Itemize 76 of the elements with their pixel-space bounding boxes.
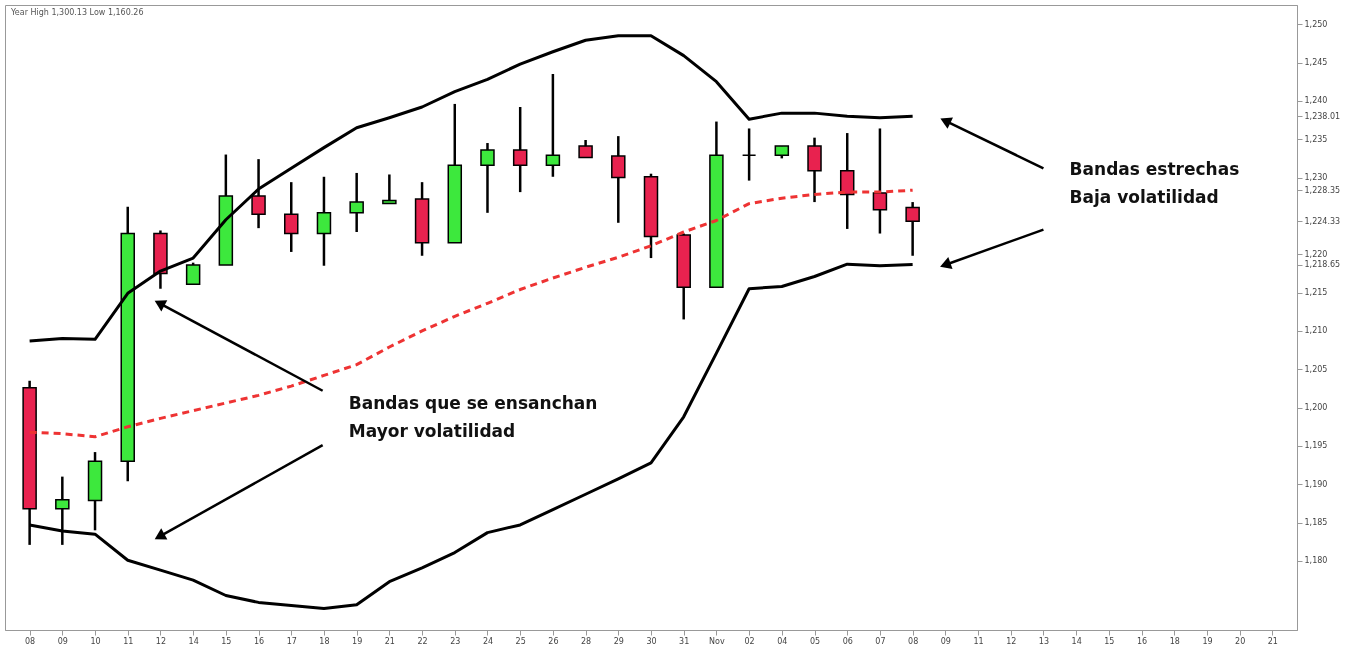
x-tick-label: 14	[1071, 636, 1082, 646]
x-tick-label: 21	[384, 636, 395, 646]
x-tick-label: 17	[286, 636, 297, 646]
x-tick-label: 28	[581, 636, 592, 646]
y-tick-label: 1,245	[1304, 58, 1328, 68]
y-tick-label: 1,235	[1304, 134, 1328, 144]
x-tick-label: 08	[908, 636, 919, 646]
candlestick	[512, 105, 528, 194]
x-tick-label: 12	[1006, 636, 1017, 646]
y-tick-label: 1,210	[1304, 326, 1328, 336]
y-tick-label: 1,230	[1304, 173, 1328, 183]
y-tick-label: 1,200	[1304, 403, 1328, 413]
x-tick-label: 07	[875, 636, 886, 646]
candlestick	[905, 200, 920, 258]
x-tick-label: 09	[940, 636, 951, 646]
line-series	[28, 188, 915, 439]
x-tick-label: 30	[646, 636, 657, 646]
x-tick-label: 09	[57, 636, 68, 646]
candlestick	[55, 475, 70, 547]
x-tick-label: 06	[842, 636, 853, 646]
x-tick-label: 14	[188, 636, 199, 646]
x-tick-label: 18	[1169, 636, 1180, 646]
x-tick-label: 16	[253, 636, 265, 646]
x-tick-label: 11	[973, 636, 984, 646]
candlestick	[349, 171, 364, 234]
x-tick-label: 15	[1104, 636, 1115, 646]
x-tick-label: 19	[352, 636, 363, 646]
y-tick-label: 1,220	[1304, 249, 1328, 259]
candlestick	[545, 72, 561, 179]
x-tick-label: 31	[679, 636, 690, 646]
candlestick	[611, 134, 626, 225]
candlestick	[284, 180, 299, 254]
y-tick-label: 1,240	[1304, 96, 1328, 106]
candlestick	[185, 261, 201, 286]
candlestick	[251, 157, 266, 230]
annotation: Bandas estrechas Baja volatilidad	[1069, 159, 1240, 208]
candlestick	[382, 173, 397, 205]
x-tick-label: 26	[548, 636, 559, 646]
y-tick-label: 1,180	[1304, 556, 1328, 566]
x-tick-label: 11	[123, 636, 134, 646]
y-tick-label: 1,218.65	[1304, 260, 1341, 270]
x-tick-label: 21	[1267, 636, 1278, 646]
y-tick-label: 1,185	[1304, 518, 1328, 528]
candlestick	[316, 175, 332, 267]
x-tick-label: 22	[417, 636, 428, 646]
x-tick-label: 20	[1235, 636, 1246, 646]
x-tick-label: 08	[25, 636, 36, 646]
x-tick-label: 23	[450, 636, 461, 646]
candlestick	[480, 141, 495, 215]
y-tick-label: 1,224.33	[1304, 216, 1341, 226]
x-tick-label: 10	[90, 636, 101, 646]
x-tick-label: 05	[809, 636, 821, 646]
y-tick-label: 1,238.01	[1304, 111, 1341, 121]
x-tick-label: 29	[613, 636, 624, 646]
y-tick-label: 1,195	[1304, 441, 1328, 451]
y-tick-label: 1,215	[1304, 288, 1328, 298]
x-tick-label: 13	[1038, 636, 1050, 646]
x-tick-label: 24	[482, 636, 494, 646]
y-tick-label: 1,205	[1304, 364, 1328, 374]
y-tick-label: 1,250	[1304, 19, 1328, 29]
x-tick-label: 16	[1136, 636, 1148, 646]
x-tick-label: 15	[221, 636, 232, 646]
x-tick-label: 04	[777, 636, 788, 646]
x-tick-label: Nov	[709, 636, 725, 646]
x-tick-label: 02	[744, 636, 755, 646]
x-tick-label: 18	[319, 636, 330, 646]
annotation: Year High 1,300.13 Low 1,160.26	[10, 8, 144, 17]
candlestick	[741, 127, 757, 182]
line-series	[28, 262, 915, 611]
x-tick-label: 12	[155, 636, 167, 646]
x-tick-label: 19	[1202, 636, 1213, 646]
annotation: Bandas que se ensanchan Mayor volatilidad	[348, 393, 598, 442]
y-tick-label: 1,228.35	[1304, 185, 1341, 195]
y-tick-label: 1,190	[1304, 479, 1328, 489]
x-tick-label: 25	[515, 636, 526, 646]
candlestick	[872, 127, 888, 235]
